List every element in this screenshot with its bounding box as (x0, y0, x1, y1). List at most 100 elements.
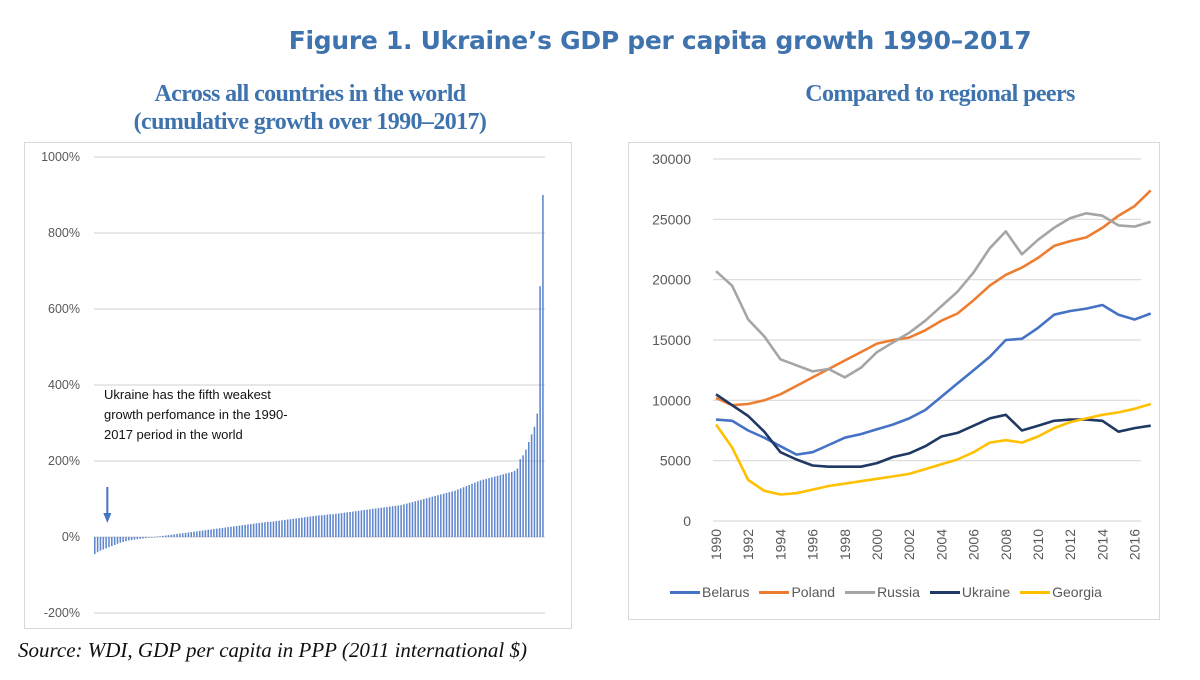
bar (533, 426, 536, 537)
right-chart-legend: Belarus Poland Russia Ukraine Georgia (670, 584, 1102, 600)
bar (272, 521, 275, 537)
bar (170, 534, 173, 537)
bar (542, 195, 544, 537)
bar (96, 537, 99, 553)
bar (482, 479, 485, 537)
bar (366, 509, 368, 537)
bar (278, 520, 280, 537)
bar (403, 504, 405, 537)
bar (431, 496, 434, 537)
bar (326, 514, 329, 537)
x-tick-label: 2004 (933, 529, 949, 560)
bar (224, 527, 227, 537)
y-tick-label: 800% (48, 226, 80, 240)
bar (343, 512, 346, 537)
bar (292, 518, 295, 537)
bar (255, 523, 258, 537)
bar (247, 524, 249, 537)
left-chart-title-line1: Across all countries in the world (154, 81, 466, 107)
x-tick-label: 1992 (740, 529, 756, 560)
bar (400, 505, 402, 537)
y-tick-label: 20000 (652, 272, 691, 288)
bar (397, 505, 400, 537)
legend-label: Georgia (1052, 584, 1102, 600)
bar (386, 506, 388, 537)
bar (298, 518, 300, 537)
bar (425, 498, 428, 537)
bar (462, 487, 465, 537)
bar (198, 530, 201, 537)
bar (360, 510, 363, 537)
bar (289, 519, 292, 537)
bar (329, 514, 331, 537)
bar (318, 515, 320, 537)
bar (227, 527, 229, 537)
bar (232, 526, 235, 537)
figure-title: Figure 1. Ukraine’s GDP per capita growt… (288, 26, 1032, 55)
bar (190, 532, 193, 537)
bar (295, 518, 297, 537)
bar (173, 534, 175, 537)
bar (108, 537, 110, 548)
bar (337, 513, 340, 537)
x-tick-label: 1996 (805, 529, 821, 560)
legend-swatch (1020, 590, 1051, 594)
bar (525, 449, 527, 537)
bar (244, 524, 246, 537)
bar (102, 537, 105, 550)
bar (145, 537, 147, 539)
y-tick-label: 25000 (652, 211, 691, 227)
bar (380, 507, 383, 537)
bar (516, 468, 519, 537)
bar (335, 513, 337, 537)
bar (286, 519, 289, 537)
bar (309, 516, 312, 537)
x-tick-label: 2014 (1094, 529, 1110, 560)
bar (527, 442, 530, 537)
ukraine-annotation: Ukraine has the fifth weakest growth per… (104, 387, 288, 442)
x-tick-label: 2006 (966, 529, 982, 560)
bar (496, 475, 499, 537)
bar (465, 486, 468, 537)
right-chart-title: Compared to regional peers (805, 81, 1075, 107)
bar (474, 482, 476, 537)
y-tick-label: 600% (48, 302, 80, 316)
bar (128, 537, 130, 541)
bar (184, 532, 187, 537)
bar (181, 533, 184, 537)
bar (417, 500, 419, 537)
bar (374, 508, 377, 537)
bar (352, 511, 354, 537)
bar (150, 537, 153, 538)
legend-label: Poland (791, 584, 836, 600)
bar (215, 528, 218, 537)
bar (230, 526, 232, 537)
bar (510, 472, 513, 537)
bar (499, 475, 502, 537)
right-chart-panel: 0 5000 10000 15000 20000 25000 30000 1990 1992 19… (628, 142, 1160, 620)
bar (354, 511, 357, 537)
y-tick-label: 5000 (660, 453, 691, 469)
left-chart-title: Across all countries in the world (cumul… (40, 80, 580, 136)
bar (406, 503, 408, 537)
x-tick-label: 1998 (837, 529, 853, 560)
series-line-poland (715, 189, 1152, 407)
bar (349, 511, 351, 537)
bar (125, 537, 127, 542)
bar (122, 537, 124, 542)
bar (434, 495, 436, 537)
bar (491, 477, 493, 537)
bar (162, 535, 164, 537)
bar (113, 537, 116, 545)
bar (539, 286, 541, 537)
bar (505, 473, 507, 537)
bar (264, 522, 266, 537)
series-line-georgia (714, 402, 1152, 496)
bar (457, 489, 459, 537)
series-line-russia (715, 212, 1152, 379)
legend-swatch (759, 590, 790, 594)
left-chart-panel: -200% 0% 200% 400% 600% 800% 1000% (24, 142, 572, 629)
bar (275, 521, 278, 537)
bar (454, 490, 456, 537)
bar (323, 514, 326, 537)
